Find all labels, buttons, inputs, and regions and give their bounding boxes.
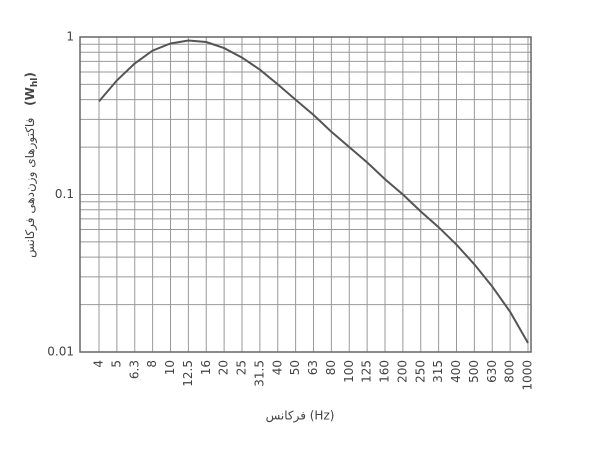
- x-tick-label: 200: [395, 360, 409, 383]
- y-label-symbol: ): [23, 72, 37, 77]
- x-tick-label: 16: [199, 360, 213, 375]
- x-tick-label: 630: [485, 360, 499, 383]
- x-tick-label: 20: [217, 360, 231, 375]
- x-tick-label: 4: [92, 360, 106, 368]
- data-line: [98, 39, 529, 344]
- y-label-symbol: (W: [23, 87, 37, 106]
- x-tick-label: 160: [378, 360, 392, 383]
- y-tick-label: 0.01: [47, 345, 74, 359]
- x-tick-label: 31.5: [252, 360, 266, 387]
- x-tick-label: 1000: [521, 360, 535, 391]
- y-tick-label: 0.1: [55, 187, 74, 201]
- x-tick-label: 8: [145, 360, 159, 368]
- x-tick-label: 100: [342, 360, 356, 383]
- x-axis-label: فرکانس (Hz): [266, 409, 335, 424]
- plot-frame: [79, 36, 532, 353]
- y-axis-label: فاکتورهای وزن‌دهی فرکانس (Whl): [23, 72, 40, 258]
- x-tick-label: 6.3: [127, 360, 141, 379]
- x-tick-label: 800: [503, 360, 517, 383]
- x-tick-label: 80: [324, 360, 338, 375]
- x-tick-label: 500: [467, 360, 481, 383]
- y-label-subscript: hl: [30, 78, 40, 88]
- x-tick-label: 10: [163, 360, 177, 375]
- y-tick-label: 1: [66, 30, 74, 44]
- x-tick-label: 40: [270, 360, 284, 375]
- x-tick-label: 315: [431, 360, 445, 383]
- x-tick-label: 25: [235, 360, 249, 375]
- x-tick-label: 400: [449, 360, 463, 383]
- x-tick-label: 125: [360, 360, 374, 383]
- y-label-text: فاکتورهای وزن‌دهی فرکانس: [23, 118, 38, 258]
- x-tick-label: 250: [413, 360, 427, 383]
- x-tick-label: 5: [109, 360, 123, 368]
- x-tick-label: 63: [306, 360, 320, 375]
- x-tick-label: 50: [288, 360, 302, 375]
- x-tick-label: 12.5: [181, 360, 195, 387]
